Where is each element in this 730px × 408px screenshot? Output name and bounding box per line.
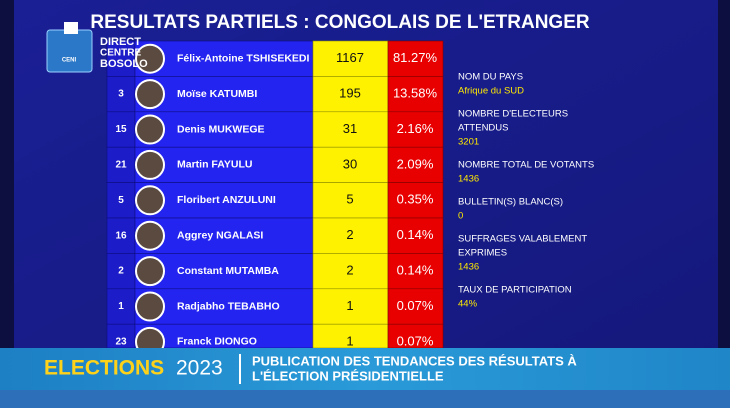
logo-box (46, 29, 93, 73)
candidate-name: Franck DIONGO (177, 336, 257, 348)
logo-ballot (64, 22, 78, 34)
logo: CENI DIRECT CENTRE BOSOLO (46, 22, 148, 73)
info-label: NOMBRE TOTAL DE VOTANTS (458, 160, 594, 171)
candidate-number: 1 (118, 301, 124, 312)
votes-cell (312, 40, 389, 77)
percent-cell (387, 253, 444, 290)
banner-word: ELECTIONS (44, 357, 164, 380)
info-label: NOM DU PAYS (458, 72, 523, 83)
candidate-number: 3 (118, 89, 124, 100)
candidate-name: Aggrey NGALASI (177, 229, 263, 241)
votes-cell (312, 253, 389, 290)
percent-cell (387, 182, 444, 219)
candidate-number: 15 (115, 124, 127, 135)
votes: 1 (346, 333, 353, 348)
info-label: NOMBRE D'ELECTEURS (458, 109, 568, 120)
percent: 2.09% (397, 156, 434, 171)
banner (0, 348, 730, 390)
votes: 31 (343, 121, 357, 136)
votes-cell (312, 76, 389, 113)
candidate-number: 23 (115, 337, 127, 348)
name-cell (134, 182, 314, 219)
candidate-photo (135, 185, 165, 216)
banner-line: L'ÉLECTION PRÉSIDENTIELLE (252, 368, 444, 383)
number-cell (106, 40, 136, 77)
candidate-name: Félix-Antoine TSHISEKEDI (177, 52, 310, 64)
logo-text: BOSOLO (100, 58, 148, 70)
info-label: SUFFRAGES VALABLEMENT (458, 234, 587, 245)
candidate-photo (135, 291, 165, 322)
votes: 5 (346, 192, 353, 207)
percent: 0.14% (397, 227, 434, 242)
votes: 2 (346, 227, 353, 242)
percent: 2.16% (397, 121, 434, 136)
number-cell (106, 76, 136, 113)
percent: 0.07% (397, 333, 434, 348)
candidate-name: Denis MUKWEGE (177, 123, 265, 135)
candidate-number: 5 (118, 195, 124, 206)
candidate-photo (135, 79, 165, 110)
candidate-number: 16 (115, 230, 127, 241)
banner-line: PUBLICATION DES TENDANCES DES RÉSULTATS … (252, 353, 577, 368)
candidate-photo (135, 43, 165, 74)
info-label: EXPRIMES (458, 248, 507, 259)
percent: 0.07% (397, 298, 434, 313)
percent-cell (387, 288, 444, 325)
percent: 0.35% (397, 192, 434, 207)
banner-year: 2023 (176, 357, 223, 380)
logo-text: DIRECT (100, 36, 141, 48)
edge (718, 0, 730, 408)
percent-cell (387, 76, 444, 113)
candidate-photo (135, 220, 165, 251)
info-value: 3201 (458, 137, 479, 148)
votes: 30 (343, 156, 357, 171)
candidate-name: Moïse KATUMBI (177, 88, 257, 100)
percent: 13.58% (393, 86, 438, 101)
number-cell (106, 217, 136, 254)
title: RESULTATS PARTIELS : CONGOLAIS DE L'ETRA… (90, 12, 590, 33)
candidate-number: 2 (118, 266, 124, 277)
edge (0, 0, 14, 408)
logo-text: CENTRE (100, 48, 141, 59)
candidate-photo (135, 149, 165, 180)
votes-cell (312, 111, 389, 148)
votes: 195 (339, 86, 361, 101)
info-label: BULLETIN(S) BLANC(S) (458, 197, 563, 208)
candidate-photo (135, 114, 165, 145)
candidate-name: Floribert ANZULUNI (177, 194, 276, 206)
info-panel: NOM DU PAYS Afrique du SUD NOMBRE D'ELECTE… (458, 72, 594, 310)
votes: 1 (346, 298, 353, 313)
info-label: TAUX DE PARTICIPATION (458, 285, 572, 296)
candidate-number: 21 (115, 160, 127, 171)
percent-cell (387, 146, 444, 183)
votes: 2 (346, 263, 353, 278)
banner-strip (0, 390, 730, 408)
percent: 81.27% (393, 50, 438, 65)
votes: 1167 (336, 50, 364, 65)
info-value: 44% (458, 299, 478, 310)
candidate-name: Constant MUTAMBA (177, 265, 279, 277)
percent: 0.14% (397, 263, 434, 278)
info-value: Afrique du SUD (458, 86, 524, 97)
votes-cell (312, 217, 389, 254)
votes-cell (312, 288, 389, 325)
info-value: 0 (458, 211, 463, 222)
logo-badge: CENI (62, 58, 77, 64)
info-value: 1436 (458, 262, 479, 273)
number-cell (106, 146, 136, 183)
candidate-name: Martin FAYULU (177, 159, 252, 171)
percent-cell (387, 217, 444, 254)
percent-cell (387, 111, 444, 148)
number-cell (106, 182, 136, 219)
results-table: Félix-Antoine TSHISEKEDI 1167 81.27% 3 Moïse… (106, 40, 444, 357)
candidate-name: Radjabho TEBABHO (177, 300, 280, 312)
candidate-photo (135, 256, 165, 287)
info-label: ATTENDUS (458, 123, 509, 134)
info-value: 1436 (458, 174, 479, 185)
